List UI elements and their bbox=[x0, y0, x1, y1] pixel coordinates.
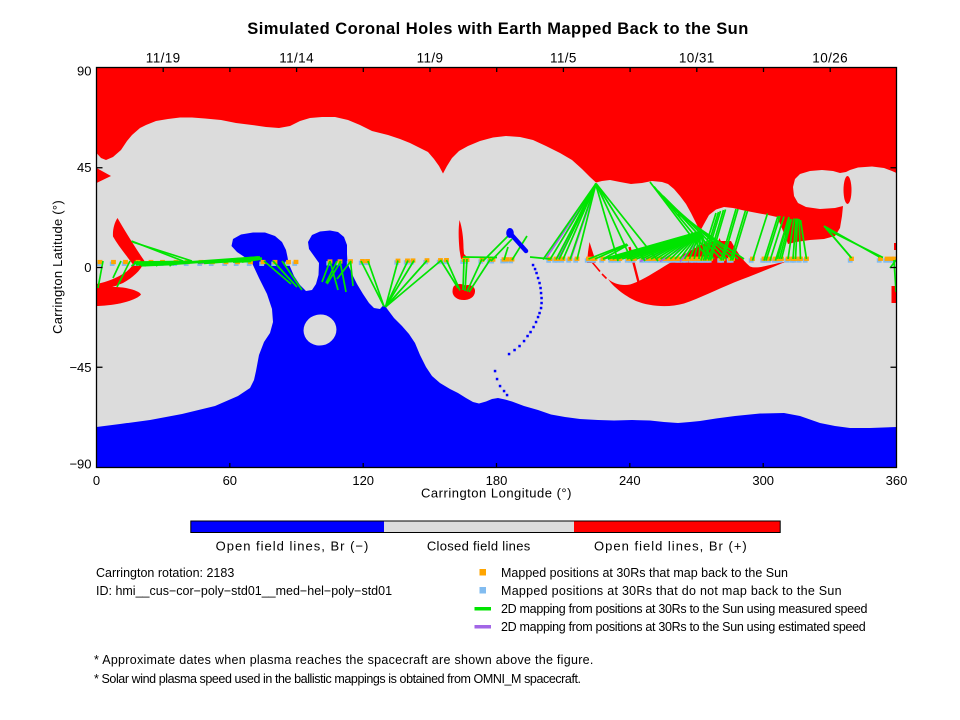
svg-text:240: 240 bbox=[619, 473, 641, 488]
svg-text:Mapped positions at 30Rs that: Mapped positions at 30Rs that do not map… bbox=[501, 584, 842, 598]
svg-text:11/14: 11/14 bbox=[279, 51, 314, 66]
svg-text:11/19: 11/19 bbox=[146, 51, 181, 66]
svg-text:* Solar wind plasma speed used: * Solar wind plasma speed used in the ba… bbox=[94, 672, 581, 686]
svg-text:11/9: 11/9 bbox=[417, 51, 444, 66]
svg-text:60: 60 bbox=[223, 473, 237, 488]
svg-text:2D mapping from positions at 3: 2D mapping from positions at 30Rs to the… bbox=[501, 620, 866, 634]
svg-text:300: 300 bbox=[752, 473, 774, 488]
svg-text:0: 0 bbox=[93, 473, 100, 488]
svg-text:ID: hmi__cus−cor−poly−std01__m: ID: hmi__cus−cor−poly−std01__med−hel−pol… bbox=[96, 584, 392, 598]
svg-text:−90: −90 bbox=[69, 457, 91, 472]
svg-text:360: 360 bbox=[886, 473, 908, 488]
svg-text:120: 120 bbox=[352, 473, 374, 488]
svg-text:Mapped positions at 30Rs that: Mapped positions at 30Rs that map back t… bbox=[501, 566, 788, 580]
svg-text:10/31: 10/31 bbox=[679, 51, 715, 66]
svg-text:Simulated Coronal Holes with E: Simulated Coronal Holes with Earth Mappe… bbox=[247, 20, 748, 38]
svg-text:Carrington Longitude (°): Carrington Longitude (°) bbox=[421, 486, 572, 501]
svg-text:Closed field lines: Closed field lines bbox=[427, 539, 531, 554]
svg-text:90: 90 bbox=[77, 64, 91, 79]
svg-text:* Approximate dates when plasm: * Approximate dates when plasma reaches … bbox=[94, 653, 594, 667]
svg-text:−45: −45 bbox=[69, 360, 91, 375]
svg-text:180: 180 bbox=[486, 473, 508, 488]
svg-text:45: 45 bbox=[77, 160, 91, 175]
svg-text:Open field lines, Br (−): Open field lines, Br (−) bbox=[216, 539, 370, 554]
svg-text:0: 0 bbox=[84, 260, 91, 275]
svg-text:Carrington Latitude (°): Carrington Latitude (°) bbox=[50, 200, 65, 334]
svg-text:10/26: 10/26 bbox=[812, 51, 848, 66]
svg-text:2D mapping from positions at 3: 2D mapping from positions at 30Rs to the… bbox=[501, 602, 867, 616]
svg-text:Carrington rotation: 2183: Carrington rotation: 2183 bbox=[96, 566, 234, 580]
svg-text:11/5: 11/5 bbox=[550, 51, 577, 66]
svg-text:Open field lines, Br (+): Open field lines, Br (+) bbox=[594, 539, 748, 554]
